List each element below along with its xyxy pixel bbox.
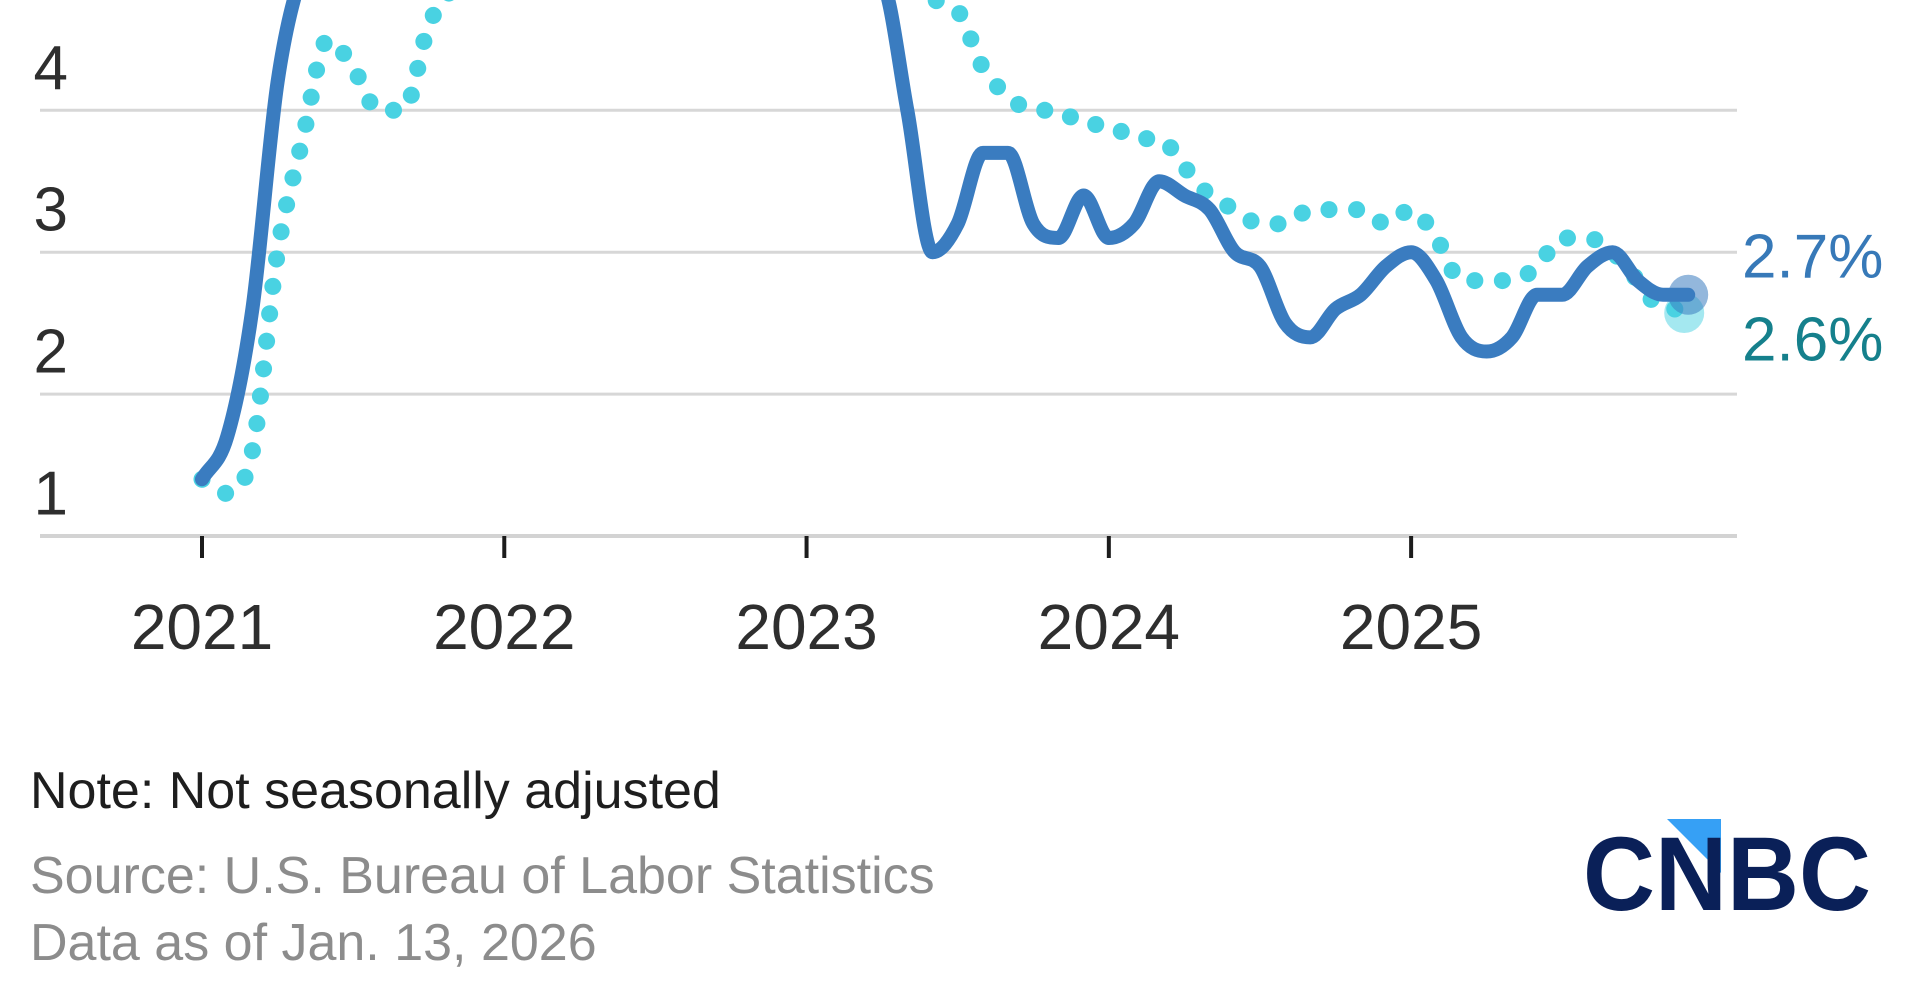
solid-end-label: 2.7% bbox=[1742, 222, 1883, 291]
y-axis-label: 3 bbox=[34, 176, 68, 245]
x-axis-label: 2023 bbox=[735, 591, 877, 663]
source-text: Source: U.S. Bureau of Labor Statistics bbox=[30, 847, 935, 905]
dotted-end-label: 2.6% bbox=[1742, 305, 1883, 374]
cnbc-logo-wedge-icon bbox=[1667, 819, 1721, 873]
x-axis-label: 2022 bbox=[433, 591, 575, 663]
x-axis-label: 2025 bbox=[1340, 591, 1482, 663]
solid-series-line bbox=[195, 0, 1696, 487]
note-text: Note: Not seasonally adjusted bbox=[30, 762, 721, 820]
x-axis-label: 2024 bbox=[1038, 591, 1180, 663]
line-chart: 4 3 2 1 2021 2022 2023 2024 2025 2.7% 2.6% bbox=[34, 0, 1883, 663]
data-asof-text: Data as of Jan. 13, 2026 bbox=[30, 914, 597, 972]
cnbc-logo-text: CNBC bbox=[1583, 816, 1871, 925]
y-axis-label: 1 bbox=[34, 460, 68, 529]
y-axis-label: 2 bbox=[34, 318, 68, 387]
solid-end-marker bbox=[1668, 274, 1709, 315]
cnbc-logo: CNBC bbox=[1583, 816, 1871, 925]
x-axis-label: 2021 bbox=[131, 591, 273, 663]
y-axis-label: 4 bbox=[34, 34, 68, 103]
dotted-series-line bbox=[193, 0, 1697, 502]
